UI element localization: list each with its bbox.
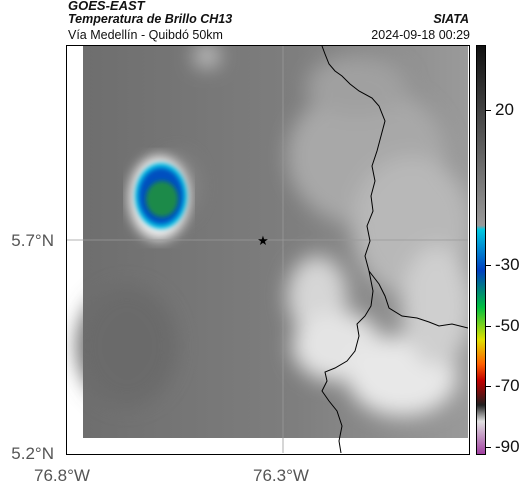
org-label: SIATA	[433, 12, 469, 26]
colorbar-label: -50	[495, 316, 520, 335]
department-boundary	[321, 46, 386, 453]
colorbar-tick	[486, 326, 491, 327]
lat-label-5-2: 5.2°N	[11, 444, 54, 463]
colorbar-tick	[486, 110, 491, 111]
satellite-title: GOES-EAST	[68, 0, 145, 13]
department-boundary-east	[368, 270, 468, 329]
colorbar-label: -90	[495, 437, 520, 456]
map-panel[interactable]: ★	[66, 45, 470, 455]
cloud-field	[77, 46, 468, 416]
colorbar-tick	[486, 386, 491, 387]
route-label: Vía Medellín - Quibdó 50km	[68, 28, 223, 42]
star-icon: ★	[257, 233, 269, 248]
colorbar-label: 20	[495, 100, 514, 119]
colorbar-label: -30	[495, 255, 520, 274]
colorbar-tick	[486, 265, 491, 266]
lon-label-76-8: 76.8°W	[34, 466, 90, 485]
colorbar-label: -70	[495, 376, 520, 395]
colorbar-tick	[486, 447, 491, 448]
convective-storm-cell	[129, 156, 189, 240]
lon-label-76-3: 76.3°W	[253, 466, 309, 485]
product-subtitle: Temperatura de Brillo CH13	[68, 12, 233, 26]
lat-label-5-7: 5.7°N	[11, 231, 54, 250]
datetime-label: 2024-09-18 00:29	[371, 28, 470, 42]
temperature-colorbar	[476, 45, 486, 455]
brightness-temperature-map: ★	[67, 46, 468, 453]
